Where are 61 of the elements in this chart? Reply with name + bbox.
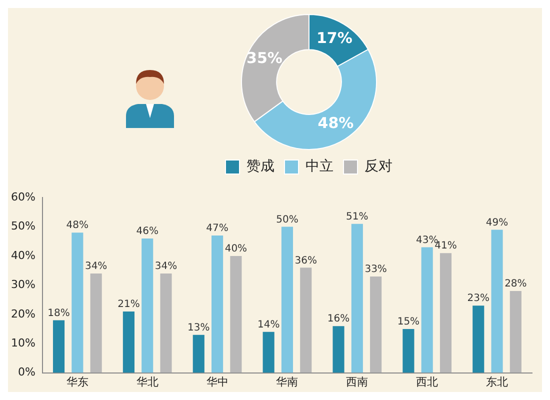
y-tick-label: 10%: [10, 336, 36, 350]
x-tick-label: 东北: [486, 375, 508, 388]
bar: [370, 276, 382, 373]
bar: [440, 253, 452, 373]
bar: [52, 320, 65, 373]
x-tick-label: 华中: [206, 375, 228, 388]
bar: [421, 247, 433, 373]
data-label: 48%: [318, 114, 354, 132]
y-tick-label: 50%: [10, 220, 36, 233]
y-tick-label: 0%: [18, 366, 36, 379]
data-label: 13%: [188, 322, 210, 334]
data-label: 51%: [346, 211, 368, 222]
bar: [122, 311, 134, 373]
bar: [281, 226, 294, 373]
bar: [510, 291, 522, 373]
x-tick-label: 华东: [66, 375, 88, 388]
x-tick-label: 华北: [136, 375, 158, 388]
data-label: 34%: [154, 261, 178, 272]
data-label: 34%: [84, 261, 108, 272]
data-label: 36%: [294, 255, 317, 266]
data-label: 18%: [48, 308, 70, 319]
legend-label: 中立: [306, 158, 334, 175]
data-label: 28%: [504, 278, 527, 290]
data-label: 49%: [486, 217, 508, 228]
data-label: 41%: [434, 240, 457, 252]
y-tick-label: 40%: [10, 248, 36, 262]
y-tick-label: 30%: [10, 278, 36, 292]
data-label: 40%: [224, 244, 248, 255]
bar: [402, 329, 414, 373]
bar: [72, 232, 84, 373]
bar: [230, 256, 242, 373]
data-label: 48%: [66, 220, 89, 232]
bar: [491, 230, 503, 373]
legend-label: 赞成: [246, 158, 274, 175]
data-label: 35%: [246, 49, 282, 68]
bar: [90, 274, 102, 373]
data-label: 17%: [316, 28, 352, 47]
x-tick-label: 华南: [276, 375, 298, 388]
x-tick-label: 西北: [416, 375, 438, 388]
bar: [212, 236, 224, 373]
bar: [351, 224, 363, 373]
bar: [300, 268, 312, 373]
data-label: 23%: [467, 293, 490, 304]
bar: [142, 238, 154, 373]
bar: [160, 274, 172, 373]
bar: [472, 306, 484, 373]
y-tick-label: 20%: [10, 307, 36, 320]
bar: [192, 334, 204, 373]
data-label: 46%: [136, 226, 158, 238]
legend-label: 反对: [364, 158, 392, 175]
data-label: 21%: [118, 299, 140, 310]
data-label: 47%: [206, 223, 228, 234]
data-label: 33%: [364, 264, 387, 276]
x-tick-label: 西南: [346, 375, 368, 388]
data-label: 16%: [327, 314, 350, 325]
bar: [262, 332, 274, 373]
bar: [332, 326, 344, 373]
data-label: 50%: [276, 214, 298, 226]
data-label: 14%: [257, 320, 280, 331]
data-label: 15%: [397, 316, 420, 328]
y-tick-label: 60%: [10, 190, 36, 204]
